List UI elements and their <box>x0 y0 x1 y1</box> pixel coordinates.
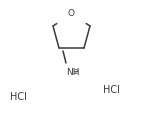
Text: O: O <box>68 9 75 18</box>
Text: 2: 2 <box>74 69 78 75</box>
Text: HCl: HCl <box>10 92 27 102</box>
Text: HCl: HCl <box>103 85 120 95</box>
Text: NH: NH <box>66 68 80 77</box>
